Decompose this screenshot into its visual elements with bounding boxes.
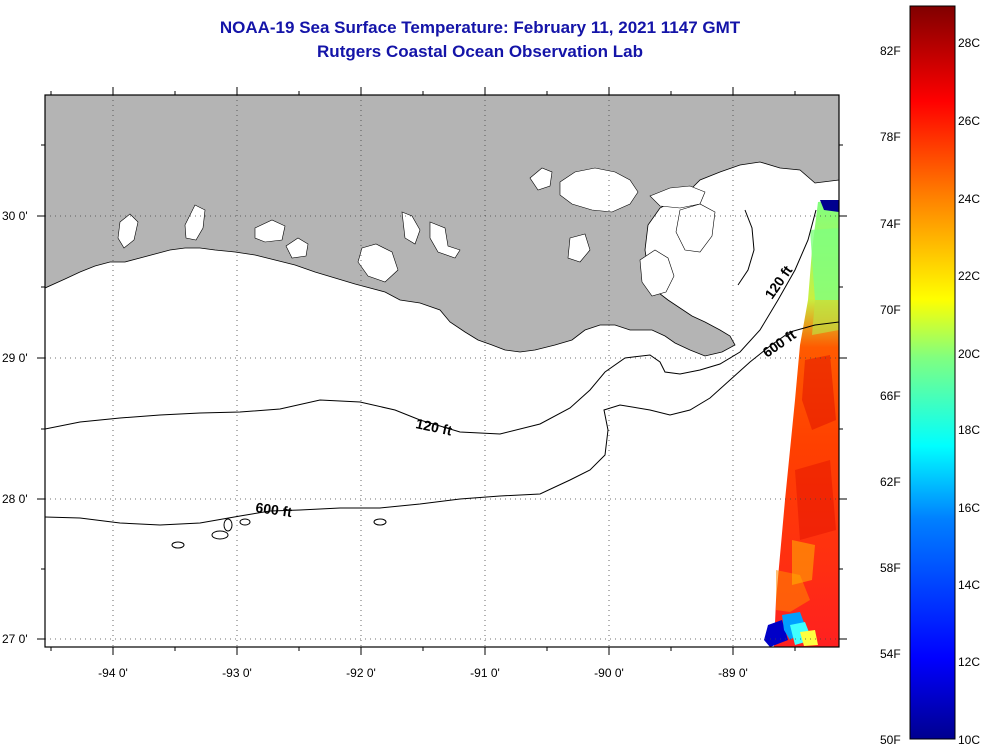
colorbar-c-label: 22C (958, 269, 980, 283)
graticule (45, 95, 839, 647)
bay-openings (357, 243, 399, 283)
chandeleur-islands (737, 209, 755, 286)
colorbar-c-label: 20C (958, 347, 980, 361)
lat-label: 27 0' (2, 632, 28, 646)
map-title: NOAA-19 Sea Surface Temperature: Februar… (219, 18, 741, 37)
lake-pontchartrain (559, 167, 639, 213)
colorbar-f-label: 58F (880, 561, 901, 575)
barataria-water (567, 233, 591, 263)
sabine-marsh (184, 204, 206, 241)
lon-label: -89 0' (718, 666, 748, 680)
lake-borgne (649, 185, 706, 209)
colorbar-f-label: 54F (880, 647, 901, 661)
atchafalaya-lakes (401, 211, 421, 245)
colorbar-f-label: 74F (880, 217, 901, 231)
lon-label: -93 0' (222, 666, 252, 680)
colorbar-f-label: 66F (880, 389, 901, 403)
colorbar (909, 5, 956, 740)
lon-label: -92 0' (346, 666, 376, 680)
colorbar-c-label: 18C (958, 423, 980, 437)
contour-600ft (45, 321, 839, 526)
contour-120ft-west (45, 209, 817, 435)
colorbar-c-label: 14C (958, 578, 980, 592)
contour-islet (239, 518, 251, 526)
contour-label: 600 ft (255, 499, 294, 520)
lake-salvador (429, 221, 461, 259)
sst-swath (764, 200, 839, 647)
colorbar-c-label: 28C (958, 36, 980, 50)
colorbar-c-label: 10C (958, 733, 980, 747)
colorbar-c-label: 12C (958, 655, 980, 669)
lat-label: 28 0' (2, 492, 28, 506)
colorbar-f-label: 50F (880, 733, 901, 747)
tick-marks (37, 87, 847, 655)
lon-label: -90 0' (594, 666, 624, 680)
colorbar-f-label: 62F (880, 475, 901, 489)
colorbar-f-label: 82F (880, 44, 901, 58)
colorbar-c-label: 26C (958, 114, 980, 128)
lat-label: 29 0' (2, 351, 28, 365)
calcasieu-lake (117, 213, 139, 249)
map-border (44, 94, 840, 648)
white-lake (254, 219, 286, 243)
contour-islet (211, 530, 229, 540)
delta-marsh (639, 249, 675, 297)
contour-label: 120 ft (414, 415, 453, 438)
lat-label: 30 0' (2, 209, 28, 223)
contour-islet (373, 518, 387, 526)
contour-islet (171, 541, 185, 549)
lon-label: -91 0' (470, 666, 500, 680)
colorbar-c-label: 16C (958, 501, 980, 515)
colorbar-f-label: 78F (880, 130, 901, 144)
contour-islet (223, 518, 233, 532)
lon-label: -94 0' (98, 666, 128, 680)
grand-lake (285, 237, 309, 259)
colorbar-c-label: 24C (958, 192, 980, 206)
colorbar-f-label: 70F (880, 303, 901, 317)
lake-maurepas (529, 167, 553, 191)
map-subtitle: Rutgers Coastal Ocean Observation Lab (317, 42, 643, 61)
